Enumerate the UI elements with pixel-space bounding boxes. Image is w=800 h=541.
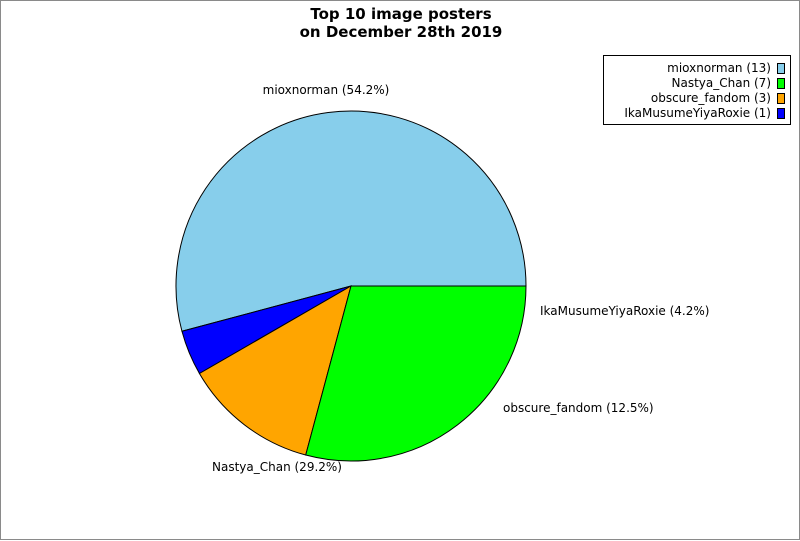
legend-item-nastya-chan: Nastya_Chan (7) xyxy=(671,75,785,91)
legend-swatch xyxy=(777,62,785,74)
legend-label: IkaMusumeYiyaRoxie (1) xyxy=(624,106,771,120)
pie-slice-mioxnorman xyxy=(175,110,527,332)
chart-title-line-1: Top 10 image posters xyxy=(310,5,492,23)
chart-title-line-2: on December 28th 2019 xyxy=(299,23,503,41)
pie-slice-nastya-chan xyxy=(305,285,527,462)
legend-item-mioxnorman: mioxnorman (13) xyxy=(667,60,785,76)
pie-slice-obscure-fandom xyxy=(198,284,352,456)
chart-legend: mioxnorman (13) Nastya_Chan (7) obscure_fa… xyxy=(603,55,791,125)
legend-swatch xyxy=(777,77,785,89)
legend-item-obscure-fandom: obscure_fandom (3) xyxy=(651,90,785,106)
slice-label-obscure-fandom: obscure_fandom (12.5%) xyxy=(503,401,654,415)
slice-label-nastya-chan: Nastya_Chan (29.2%) xyxy=(212,460,342,474)
legend-label: Nastya_Chan (7) xyxy=(671,76,772,90)
slice-label-ikamusumeyiyaroxie: IkaMusumeYiyaRoxie (4.2%) xyxy=(540,304,709,318)
legend-label: obscure_fandom (3) xyxy=(650,91,771,105)
chart-title: Top 10 image posters on December 28th 20… xyxy=(1,5,800,41)
legend-swatch xyxy=(777,107,785,119)
legend-item-ikamusumeyiyaroxie: IkaMusumeYiyaRoxie (1) xyxy=(624,105,785,121)
slice-label-mioxnorman: mioxnorman (54.2%) xyxy=(263,83,390,97)
legend-label: mioxnorman (13) xyxy=(667,61,771,75)
legend-swatch xyxy=(777,92,785,104)
